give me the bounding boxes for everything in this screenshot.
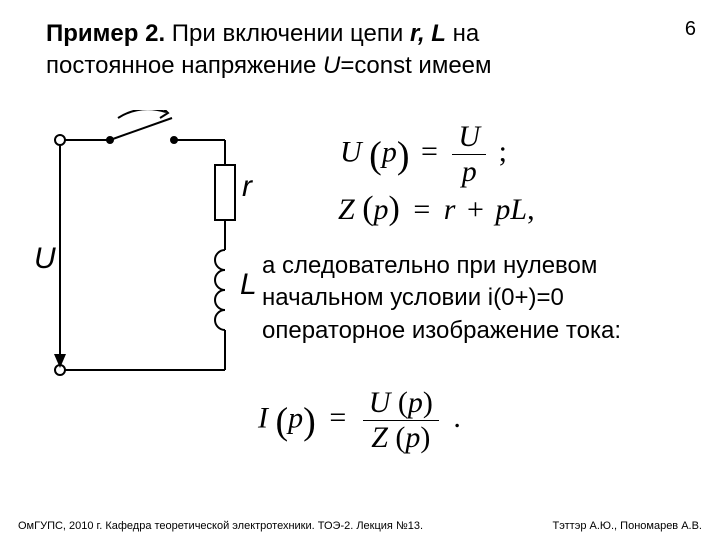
eq2-r: r — [444, 193, 456, 226]
eq3-I: I — [258, 401, 268, 434]
circuit-diagram: U r L — [40, 110, 260, 400]
eq3-numU: U — [369, 386, 391, 419]
eq1-den: p — [452, 154, 486, 189]
footer: ОмГУПС, 2010 г. Кафедра теоретической эл… — [0, 520, 720, 532]
mid-line2: начальном условии i(0+)=0 — [262, 282, 702, 314]
footer-left: ОмГУПС, 2010 г. Кафедра теоретической эл… — [18, 520, 423, 532]
eq2-pL: pL — [495, 193, 527, 226]
eq2-p: p — [374, 193, 389, 226]
circuit-L-label: L — [240, 268, 257, 302]
heading-const: =const имеем — [340, 52, 491, 79]
circuit-U-label: U — [34, 242, 56, 276]
heading-prefix: Пример 2. — [46, 20, 165, 47]
eq3-p1: p — [288, 401, 303, 434]
heading: Пример 2. При включении цепи r, L на пос… — [46, 18, 606, 83]
mid-line1: а следовательно при нулевом — [262, 250, 702, 282]
heading-t1: При включении цепи — [165, 20, 410, 47]
eq3-denZ: Z — [371, 421, 388, 454]
equation-Up: U (p) = U p ; — [340, 120, 507, 189]
mid-paragraph: а следовательно при нулевом начальном ус… — [262, 250, 702, 347]
heading-rl: r, L — [410, 20, 446, 47]
eq1-p: p — [382, 135, 397, 168]
heading-U: U — [323, 52, 340, 79]
eq2-Z: Z — [338, 193, 355, 226]
eq1-num: U — [452, 120, 486, 154]
equation-Zp: Z (p) = r + pL, — [338, 190, 535, 228]
circuit-r-label: r — [242, 170, 252, 204]
equation-Ip: I (p) = U (p) Z (p) . — [258, 386, 461, 455]
page-number: 6 — [685, 18, 696, 41]
eq3-nump: p — [408, 386, 423, 419]
eq1-U: U — [340, 135, 362, 168]
mid-line3: операторное изображение тока: — [262, 315, 702, 347]
footer-right: Тэттэр А.Ю., Пономарев А.В. — [553, 520, 702, 532]
eq3-denp: p — [405, 421, 420, 454]
